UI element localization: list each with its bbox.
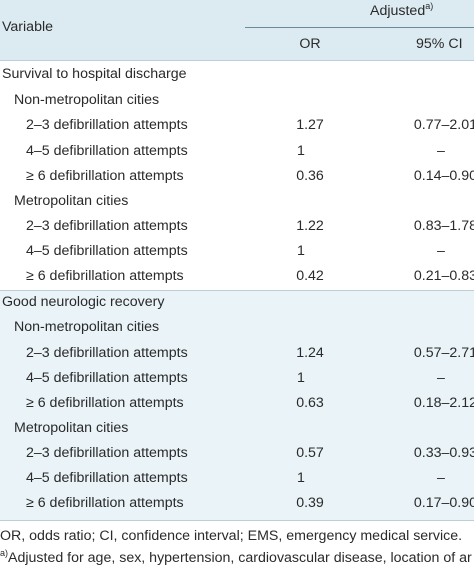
- group-title: Non-metropolitan cities: [14, 92, 160, 108]
- row-label: ≥ 6 defibrillation attempts: [26, 395, 184, 411]
- row-or: 1: [297, 143, 305, 159]
- row-ci: 0.18–2.12: [413, 395, 474, 411]
- row-ci: 0.14–0.90: [413, 168, 474, 184]
- row-or: 1: [297, 470, 305, 486]
- row-label: 4–5 defibrillation attempts: [26, 370, 188, 386]
- section-divider: [0, 60, 474, 61]
- section-title: Survival to hospital discharge: [2, 66, 187, 82]
- row-ci: 0.57–2.71: [413, 345, 474, 361]
- group-title: Non-metropolitan cities: [14, 319, 160, 335]
- adjusted-footnote-mark: a): [425, 1, 434, 11]
- row-ci: –: [437, 470, 445, 486]
- adjusted-header-rule: [245, 27, 474, 28]
- column-header-variable: Variable: [2, 19, 53, 35]
- row-or: 1.27: [296, 117, 324, 133]
- table-header: [0, 0, 474, 60]
- row-ci: 0.21–0.83: [413, 268, 474, 284]
- section-title: Good neurologic recovery: [2, 294, 165, 310]
- column-header-ci: 95% CI: [416, 36, 463, 52]
- row-or: 0.57: [296, 445, 324, 461]
- footnote-abbreviations: OR, odds ratio; CI, confidence interval;…: [0, 528, 463, 544]
- row-ci: 0.17–0.90: [413, 495, 474, 511]
- row-or: 1.24: [296, 345, 324, 361]
- row-or: 1.22: [296, 218, 324, 234]
- row-label: 2–3 defibrillation attempts: [26, 445, 188, 461]
- row-or: 1: [297, 243, 305, 259]
- section-divider: [0, 290, 474, 291]
- group-title: Metropolitan cities: [14, 420, 129, 436]
- section-band: [0, 290, 474, 520]
- row-ci: –: [437, 243, 445, 259]
- column-header-adjusted: Adjusteda): [370, 1, 434, 20]
- row-or: 1: [297, 370, 305, 386]
- row-ci: –: [437, 370, 445, 386]
- table-bottom-rule: [0, 520, 474, 521]
- row-label: ≥ 6 defibrillation attempts: [26, 168, 184, 184]
- row-or: 0.63: [296, 395, 324, 411]
- row-ci: 0.33–0.93: [413, 445, 474, 461]
- row-ci: –: [437, 143, 445, 159]
- row-or: 0.36: [296, 168, 324, 184]
- row-label: 2–3 defibrillation attempts: [26, 218, 188, 234]
- column-header-or: OR: [299, 36, 321, 52]
- row-ci: 0.77–2.01: [413, 117, 474, 133]
- footnote-adjusted: a)Adjusted for age, sex, hypertension, c…: [0, 548, 472, 566]
- row-or: 0.42: [296, 268, 324, 284]
- row-label: 4–5 defibrillation attempts: [26, 470, 188, 486]
- row-ci: 0.83–1.78: [413, 218, 474, 234]
- row-label: ≥ 6 defibrillation attempts: [26, 268, 184, 284]
- row-or: 0.39: [296, 495, 324, 511]
- row-label: 2–3 defibrillation attempts: [26, 345, 188, 361]
- row-label: 2–3 defibrillation attempts: [26, 117, 188, 133]
- group-title: Metropolitan cities: [14, 193, 129, 209]
- row-label: 4–5 defibrillation attempts: [26, 143, 188, 159]
- row-label: ≥ 6 defibrillation attempts: [26, 495, 184, 511]
- row-label: 4–5 defibrillation attempts: [26, 243, 188, 259]
